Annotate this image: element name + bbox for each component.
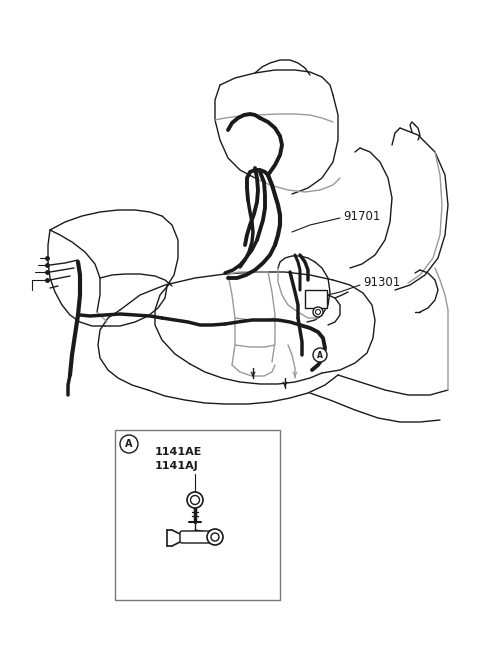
Text: 91701: 91701: [343, 210, 380, 223]
Circle shape: [191, 495, 200, 504]
Text: A: A: [125, 439, 133, 449]
Text: A: A: [317, 350, 323, 360]
Circle shape: [207, 529, 223, 545]
Bar: [305, 290, 327, 308]
Circle shape: [315, 310, 321, 314]
Circle shape: [187, 492, 203, 508]
FancyBboxPatch shape: [180, 531, 214, 543]
Circle shape: [313, 348, 327, 362]
Text: 1141AE: 1141AE: [155, 447, 203, 457]
Circle shape: [211, 533, 219, 541]
Circle shape: [120, 435, 138, 453]
Text: 91301: 91301: [363, 276, 400, 290]
Circle shape: [313, 307, 323, 317]
Text: 1141AJ: 1141AJ: [155, 461, 199, 471]
Bar: [115, 430, 280, 600]
